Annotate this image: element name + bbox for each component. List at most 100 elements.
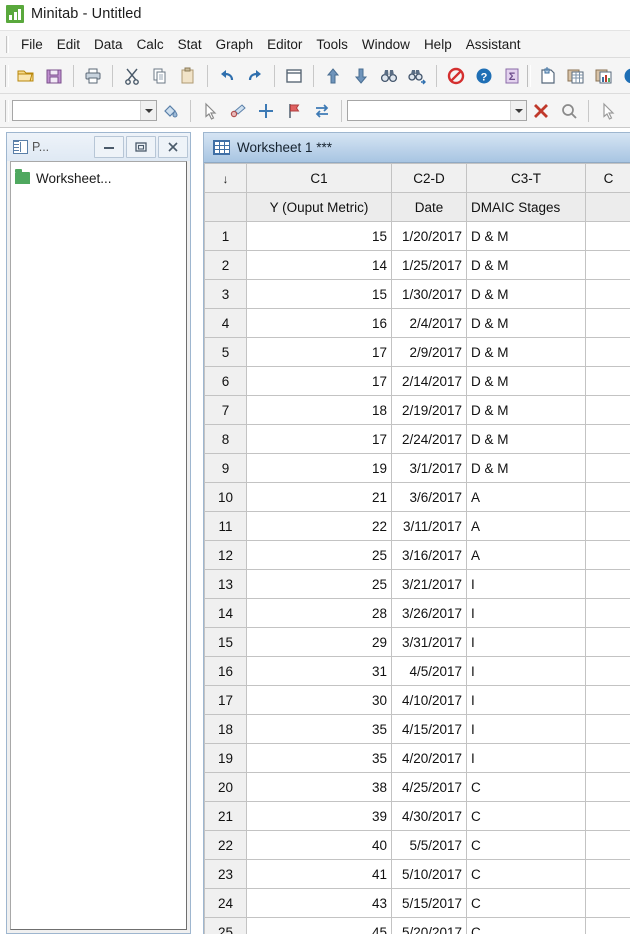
cell-c2[interactable]: 3/31/2017 — [391, 627, 467, 657]
minimize-button[interactable] — [94, 136, 124, 158]
cell-c3[interactable]: I — [466, 743, 586, 773]
flag-icon[interactable] — [280, 97, 308, 125]
cell-c1[interactable]: 14 — [246, 250, 392, 280]
menu-item-tools[interactable]: Tools — [316, 36, 348, 52]
magnifier-icon[interactable] — [555, 97, 583, 125]
cell-c1[interactable]: 38 — [246, 772, 392, 802]
row-header[interactable]: 22 — [204, 830, 247, 860]
cell-c1[interactable]: 17 — [246, 366, 392, 396]
cell-c2[interactable]: 2/14/2017 — [391, 366, 467, 396]
cell-c4[interactable] — [585, 308, 630, 338]
cell-c1[interactable]: 41 — [246, 859, 392, 889]
menu-item-stat[interactable]: Stat — [177, 36, 202, 52]
cell-c3[interactable]: A — [466, 540, 586, 570]
row-header[interactable]: 4 — [204, 308, 247, 338]
cell-c3[interactable]: D & M — [466, 308, 586, 338]
cell-c4[interactable] — [585, 859, 630, 889]
cell-c1[interactable]: 35 — [246, 743, 392, 773]
cut-scissors-icon[interactable] — [118, 62, 146, 90]
row-header[interactable]: 7 — [204, 395, 247, 425]
cell-c3[interactable]: C — [466, 888, 586, 918]
cell-c4[interactable] — [585, 424, 630, 454]
close-button[interactable] — [158, 136, 188, 158]
row-header[interactable]: 11 — [204, 511, 247, 541]
cell-c4[interactable] — [585, 830, 630, 860]
cell-c3[interactable]: D & M — [466, 337, 586, 367]
cell-c1[interactable]: 19 — [246, 453, 392, 483]
cell-c3[interactable]: D & M — [466, 279, 586, 309]
paint-bucket-icon[interactable] — [157, 97, 185, 125]
column-name-c3[interactable]: DMAIC Stages — [466, 192, 586, 222]
new-graph-icon[interactable] — [590, 62, 618, 90]
cell-c1[interactable]: 17 — [246, 424, 392, 454]
cell-c2[interactable]: 5/5/2017 — [391, 830, 467, 860]
row-header[interactable]: 17 — [204, 685, 247, 715]
cell-c2[interactable]: 3/1/2017 — [391, 453, 467, 483]
column-id-c2[interactable]: C2-D — [391, 163, 467, 193]
cell-c2[interactable]: 2/4/2017 — [391, 308, 467, 338]
row-header[interactable]: 14 — [204, 598, 247, 628]
info-icon[interactable]: i — [618, 62, 630, 90]
column-id-c4[interactable]: C — [585, 163, 630, 193]
row-header[interactable]: 13 — [204, 569, 247, 599]
cell-c4[interactable] — [585, 337, 630, 367]
cell-c1[interactable]: 30 — [246, 685, 392, 715]
cell-c1[interactable]: 43 — [246, 888, 392, 918]
pointer-arrow-icon[interactable] — [594, 97, 622, 125]
menu-item-window[interactable]: Window — [361, 36, 410, 52]
cell-c4[interactable] — [585, 395, 630, 425]
column-name-c2[interactable]: Date — [391, 192, 467, 222]
cell-c3[interactable]: A — [466, 511, 586, 541]
cell-c4[interactable] — [585, 685, 630, 715]
cell-c3[interactable]: I — [466, 714, 586, 744]
cell-c4[interactable] — [585, 801, 630, 831]
arrow-down-icon[interactable] — [347, 62, 375, 90]
row-header[interactable]: 23 — [204, 859, 247, 889]
arrow-up-icon[interactable] — [319, 62, 347, 90]
cell-c3[interactable]: D & M — [466, 453, 586, 483]
cell-c4[interactable] — [585, 598, 630, 628]
cell-c2[interactable]: 1/20/2017 — [391, 221, 467, 251]
menu-item-help[interactable]: Help — [423, 36, 452, 52]
column-name-c1[interactable]: Y (Ouput Metric) — [246, 192, 392, 222]
delete-x-icon[interactable] — [527, 97, 555, 125]
cell-c4[interactable] — [585, 627, 630, 657]
menu-item-calc[interactable]: Calc — [136, 36, 164, 52]
cell-c3[interactable]: I — [466, 656, 586, 686]
cell-c4[interactable] — [585, 917, 630, 934]
redo-arrow-icon[interactable] — [241, 62, 269, 90]
find-next-binoculars-icon[interactable] — [403, 62, 431, 90]
menu-item-assistant[interactable]: Assistant — [465, 36, 521, 52]
row-header[interactable]: 2 — [204, 250, 247, 280]
row-header[interactable]: 5 — [204, 337, 247, 367]
brush-icon[interactable] — [224, 97, 252, 125]
style-combo-left[interactable] — [12, 100, 157, 121]
cell-c1[interactable]: 29 — [246, 627, 392, 657]
cell-c2[interactable]: 3/16/2017 — [391, 540, 467, 570]
text-tool-icon[interactable] — [622, 97, 630, 125]
window-icon[interactable] — [280, 62, 308, 90]
chevron-down-icon[interactable] — [510, 101, 526, 120]
cell-c2[interactable]: 2/9/2017 — [391, 337, 467, 367]
select-arrow-icon[interactable] — [196, 97, 224, 125]
row-header[interactable]: 19 — [204, 743, 247, 773]
cell-c4[interactable] — [585, 221, 630, 251]
cell-c4[interactable] — [585, 743, 630, 773]
cell-c1[interactable]: 40 — [246, 830, 392, 860]
cancel-icon[interactable] — [442, 62, 470, 90]
new-worksheet-icon[interactable] — [562, 62, 590, 90]
row-header[interactable]: 3 — [204, 279, 247, 309]
cell-c3[interactable]: I — [466, 627, 586, 657]
cell-c1[interactable]: 31 — [246, 656, 392, 686]
cell-c1[interactable]: 45 — [246, 917, 392, 934]
cell-c2[interactable]: 4/15/2017 — [391, 714, 467, 744]
menu-item-graph[interactable]: Graph — [215, 36, 254, 52]
cell-c2[interactable]: 5/15/2017 — [391, 888, 467, 918]
cell-c2[interactable]: 5/10/2017 — [391, 859, 467, 889]
cell-c4[interactable] — [585, 453, 630, 483]
cell-c2[interactable]: 3/26/2017 — [391, 598, 467, 628]
cell-c2[interactable]: 1/30/2017 — [391, 279, 467, 309]
cell-c2[interactable]: 4/5/2017 — [391, 656, 467, 686]
cell-c1[interactable]: 17 — [246, 337, 392, 367]
cell-c1[interactable]: 35 — [246, 714, 392, 744]
